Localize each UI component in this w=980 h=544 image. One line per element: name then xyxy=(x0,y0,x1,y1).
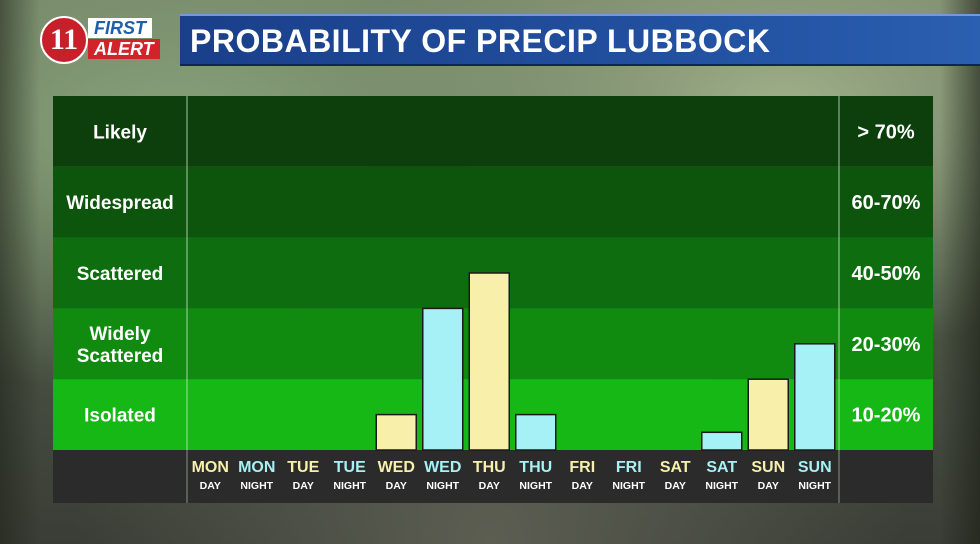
category-period-label: DAY xyxy=(758,480,779,492)
band-range-label: 60-70% xyxy=(852,192,921,214)
band-range-label: > 70% xyxy=(857,121,914,143)
category-period-label: DAY xyxy=(200,480,221,492)
logo-badge: 11 xyxy=(40,16,88,64)
bar-thu-night xyxy=(515,413,557,451)
category-period-label: NIGHT xyxy=(240,480,273,492)
category-period-label: NIGHT xyxy=(333,480,366,492)
band-label: Widespread xyxy=(66,193,174,214)
category-day-label: THU xyxy=(473,459,506,476)
band-range-label: 20-30% xyxy=(852,334,921,356)
bar-sun-day xyxy=(747,378,789,451)
category-day-label: THU xyxy=(519,459,552,476)
category-period-label: NIGHT xyxy=(705,480,738,492)
category-period-label: DAY xyxy=(572,480,593,492)
page-title: PROBABILITY OF PRECIP LUBBOCK xyxy=(190,23,771,59)
title-bar: PROBABILITY OF PRECIP LUBBOCK xyxy=(180,14,980,66)
precip-probability-chart: Likely > 70% Widespread 60-70% Scattered 40-5… xyxy=(53,96,933,503)
category-day-label: WED xyxy=(378,459,415,476)
band-range-label: 10-20% xyxy=(852,405,921,427)
category-period-label: NIGHT xyxy=(798,480,831,492)
category-day-label: MON xyxy=(192,459,229,476)
category-day-label: SUN xyxy=(798,459,832,476)
band-0 xyxy=(53,96,933,167)
band-label: Scattered xyxy=(77,264,164,285)
band-label: Likely xyxy=(93,122,147,143)
bar-thu-day xyxy=(468,272,510,451)
category-period-label: NIGHT xyxy=(612,480,645,492)
category-period-label: DAY xyxy=(479,480,500,492)
band-label: Widely Scattered xyxy=(77,324,164,367)
logo-word-alert: ALERT xyxy=(88,39,160,59)
category-period-label: DAY xyxy=(386,480,407,492)
bar-sat-night xyxy=(701,431,743,451)
category-period-label: NIGHT xyxy=(426,480,459,492)
band-range-label: 40-50% xyxy=(852,263,921,285)
category-day-label: MON xyxy=(238,459,275,476)
category-day-label: FRI xyxy=(616,459,642,476)
category-period-label: DAY xyxy=(293,480,314,492)
category-period-label: DAY xyxy=(665,480,686,492)
band-label: Isolated xyxy=(84,406,156,427)
band-1 xyxy=(53,166,933,238)
category-day-label: FRI xyxy=(569,459,595,476)
category-day-label: SAT xyxy=(706,459,737,476)
category-strip xyxy=(53,450,933,503)
bar-wed-night xyxy=(422,307,464,451)
category-day-label: TUE xyxy=(334,459,366,476)
logo-word-first: FIRST xyxy=(88,18,152,38)
category-day-label: TUE xyxy=(287,459,319,476)
category-period-label: NIGHT xyxy=(519,480,552,492)
station-logo: 11 FIRST ALERT xyxy=(40,16,166,64)
category-day-label: WED xyxy=(424,459,461,476)
bar-wed-day xyxy=(375,413,417,451)
category-day-label: SUN xyxy=(751,459,785,476)
bar-sun-night xyxy=(794,343,836,451)
category-day-label: SAT xyxy=(660,459,691,476)
